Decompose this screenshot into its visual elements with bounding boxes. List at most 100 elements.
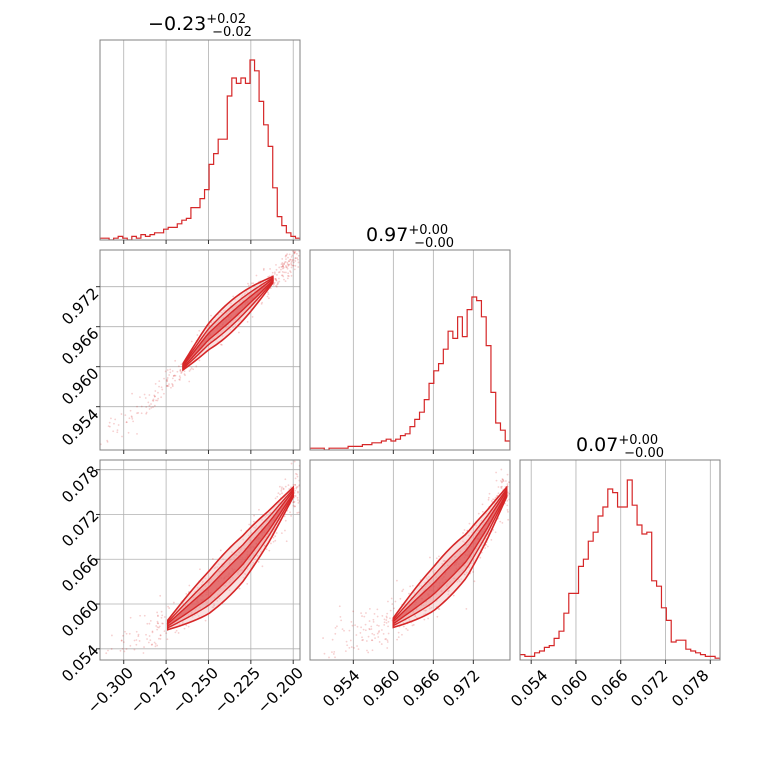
- scatter-point: [269, 512, 271, 515]
- scatter-point: [206, 602, 209, 604]
- scatter-point: [223, 576, 226, 579]
- scatter-point: [428, 607, 431, 610]
- scatter-point: [210, 321, 213, 324]
- scatter-point: [144, 397, 147, 399]
- scatter-point: [108, 421, 111, 424]
- scatter-point: [232, 295, 235, 298]
- scatter-point: [119, 649, 122, 652]
- scatter-point: [188, 380, 191, 383]
- scatter-point: [362, 628, 365, 631]
- scatter-point: [457, 578, 460, 581]
- scatter-point: [278, 501, 281, 504]
- scatter-point: [197, 601, 200, 604]
- scatter-point: [246, 301, 249, 303]
- scatter-point: [481, 530, 484, 533]
- scatter-point: [225, 319, 228, 322]
- scatter-point: [294, 483, 297, 486]
- scatter-point: [341, 628, 344, 631]
- title-value: −0.23: [148, 13, 206, 35]
- scatter-point: [258, 536, 260, 539]
- scatter-point: [248, 294, 251, 297]
- scatter-point: [275, 279, 278, 282]
- scatter-point: [415, 616, 418, 619]
- scatter-point: [294, 250, 297, 253]
- scatter-point: [238, 551, 241, 554]
- scatter-point: [371, 632, 374, 635]
- scatter-point: [152, 406, 154, 409]
- scatter-point: [501, 478, 504, 480]
- scatter-point: [453, 577, 456, 580]
- scatter-point: [110, 648, 113, 650]
- scatter-point: [435, 576, 438, 579]
- scatter-point: [172, 601, 175, 604]
- scatter-point: [396, 579, 398, 582]
- scatter-point: [222, 558, 224, 561]
- scatter-point: [202, 580, 204, 583]
- scatter-point: [290, 274, 293, 277]
- scatter-point: [273, 516, 276, 519]
- scatter-point: [247, 282, 249, 285]
- scatter-point: [148, 635, 151, 637]
- scatter-point: [251, 315, 254, 318]
- scatter-point: [477, 537, 480, 540]
- scatter-point: [255, 542, 258, 545]
- scatter-point: [160, 386, 163, 389]
- scatter-point: [234, 313, 237, 316]
- scatter-point: [295, 487, 298, 490]
- scatter-point: [231, 551, 233, 554]
- scatter-point: [196, 600, 198, 603]
- scatter-point: [281, 265, 284, 268]
- scatter-point: [479, 556, 482, 559]
- scatter-point: [377, 624, 380, 627]
- scatter-point: [377, 636, 380, 638]
- scatter-point: [267, 275, 270, 278]
- axes-frame: [99, 249, 301, 451]
- scatter-point: [140, 405, 143, 408]
- scatter-point: [230, 302, 233, 305]
- title-minus: −0.02: [212, 25, 252, 40]
- scatter-point: [467, 543, 470, 546]
- scatter-point: [287, 484, 290, 487]
- scatter-point: [420, 597, 423, 600]
- scatter-point: [268, 530, 271, 533]
- scatter-point: [138, 640, 141, 642]
- scatter-point: [353, 647, 355, 649]
- scatter-point: [228, 318, 230, 321]
- scatter-point: [248, 523, 251, 526]
- scatter-point: [217, 574, 219, 577]
- scatter-point: [297, 258, 299, 261]
- scatter-point: [183, 370, 186, 373]
- scatter-point: [128, 417, 131, 420]
- scatter-point: [290, 261, 293, 264]
- scatter-point: [257, 538, 260, 541]
- scatter-point: [263, 544, 266, 547]
- title-param-0: −0.23+0.02 −0.02: [148, 12, 252, 40]
- scatter-point: [446, 564, 449, 567]
- title-minus: −0.00: [414, 236, 454, 251]
- scatter-point: [444, 573, 447, 576]
- scatter-point: [261, 288, 263, 290]
- scatter-point: [296, 242, 298, 244]
- scatter-point: [239, 569, 242, 572]
- scatter-point: [270, 542, 272, 545]
- scatter-point: [198, 592, 201, 595]
- scatter-point: [359, 632, 362, 634]
- contour-level: [167, 488, 294, 628]
- scatter-point: [135, 630, 138, 633]
- scatter-point: [360, 626, 363, 629]
- scatter-point: [220, 577, 223, 579]
- scatter-point: [256, 291, 259, 294]
- scatter-point: [221, 323, 224, 326]
- scatter-point: [181, 620, 184, 623]
- panel-content: [100, 40, 300, 240]
- scatter-point: [402, 588, 405, 591]
- scatter-point: [218, 571, 221, 574]
- scatter-point: [137, 635, 140, 638]
- scatter-point: [238, 331, 240, 334]
- scatter-point: [447, 582, 449, 585]
- scatter-point: [208, 334, 211, 336]
- scatter-point: [228, 573, 231, 576]
- scatter-point: [252, 545, 255, 548]
- scatter-point: [471, 549, 473, 552]
- scatter-point: [238, 307, 241, 310]
